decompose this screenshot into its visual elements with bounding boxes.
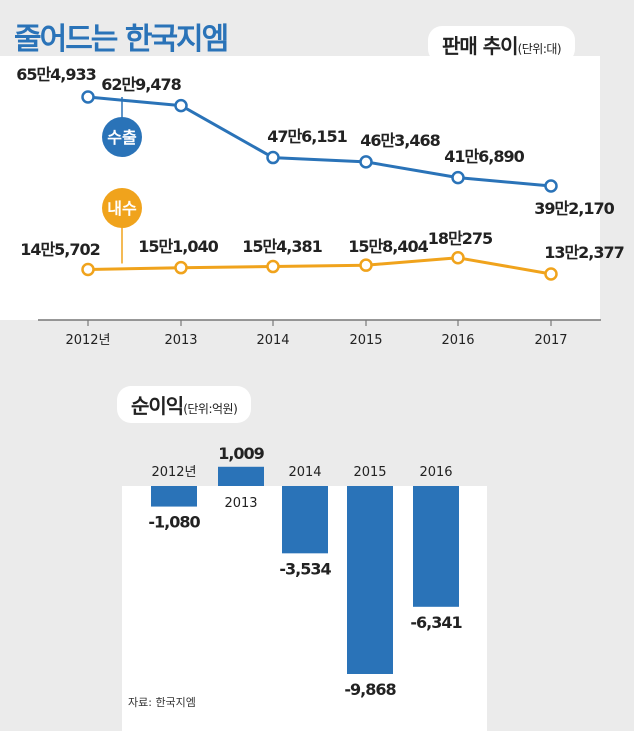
net-profit-title-badge: 순이익(단위:억원) bbox=[117, 386, 252, 423]
domestic-point bbox=[81, 262, 95, 277]
bar-category-label: 2015 bbox=[353, 465, 386, 480]
line-x-tick-label: 2013 bbox=[164, 333, 197, 348]
bar-category-label: 2014 bbox=[288, 465, 321, 480]
export-point bbox=[81, 90, 95, 104]
export-data-label: 47만6,151 bbox=[267, 127, 347, 146]
net-profit-title: 순이익 bbox=[131, 394, 184, 418]
domestic-series-label: 내수 bbox=[107, 199, 137, 218]
domestic-point bbox=[266, 259, 280, 274]
net-profit-unit: (단위:억원) bbox=[183, 402, 238, 416]
export-series-badge bbox=[102, 117, 142, 157]
export-data-label: 41만6,890 bbox=[444, 147, 524, 166]
export-point bbox=[174, 98, 188, 113]
bar-value-label: -9,868 bbox=[344, 680, 396, 699]
export-data-label: 39만2,170 bbox=[534, 199, 614, 218]
domestic-series-line bbox=[87, 256, 552, 276]
export-point bbox=[451, 170, 465, 185]
bar-category-label: 2013 bbox=[224, 496, 257, 511]
export-series-line bbox=[87, 95, 552, 188]
bar-category-label: 2012년 bbox=[151, 465, 196, 480]
export-point bbox=[544, 179, 558, 193]
domestic-data-label: 18만275 bbox=[428, 229, 493, 248]
export-data-label: 62만9,478 bbox=[101, 75, 181, 94]
domestic-series-badge bbox=[102, 188, 142, 228]
line-plot-area bbox=[0, 56, 600, 320]
bar-value-label: 1,009 bbox=[218, 444, 264, 463]
bar-value-label: -3,534 bbox=[279, 559, 331, 578]
domestic-point bbox=[451, 251, 465, 265]
domestic-point bbox=[544, 267, 558, 281]
export-data-label: 65만4,933 bbox=[16, 65, 96, 84]
profit-bar bbox=[282, 486, 328, 554]
source-note: 자료: 한국지엠 bbox=[128, 696, 196, 709]
profit-bar bbox=[151, 486, 197, 507]
bar-value-label: -6,341 bbox=[410, 613, 462, 632]
profit-bar bbox=[413, 486, 459, 607]
domestic-data-label: 13만2,377 bbox=[544, 243, 624, 262]
domestic-data-label: 15만8,404 bbox=[348, 237, 428, 256]
page-title: 줄어드는 한국지엠 bbox=[14, 22, 229, 57]
sales-trend-title: 판매 추이 bbox=[442, 34, 519, 58]
export-data-label: 46만3,468 bbox=[360, 131, 440, 150]
line-x-tick-label: 2017 bbox=[534, 333, 567, 348]
profit-bar bbox=[347, 486, 393, 674]
domestic-data-label: 15만4,381 bbox=[242, 237, 322, 256]
domestic-point bbox=[359, 258, 373, 272]
export-series-label: 수출 bbox=[107, 128, 137, 147]
sales-trend-unit: (단위:대) bbox=[517, 42, 562, 56]
export-point bbox=[359, 155, 373, 169]
domestic-point bbox=[174, 260, 188, 275]
export-point bbox=[266, 150, 280, 165]
profit-bar bbox=[218, 466, 264, 486]
bar-category-label: 2016 bbox=[419, 465, 452, 480]
line-x-tick-label: 2014 bbox=[256, 333, 289, 348]
domestic-data-label: 14만5,702 bbox=[20, 240, 100, 259]
line-x-tick-label: 2012년 bbox=[65, 333, 110, 348]
line-x-tick-label: 2015 bbox=[349, 333, 382, 348]
bar-value-label: -1,080 bbox=[148, 513, 200, 532]
domestic-data-label: 15만1,040 bbox=[138, 237, 218, 256]
line-x-tick-label: 2016 bbox=[441, 333, 474, 348]
